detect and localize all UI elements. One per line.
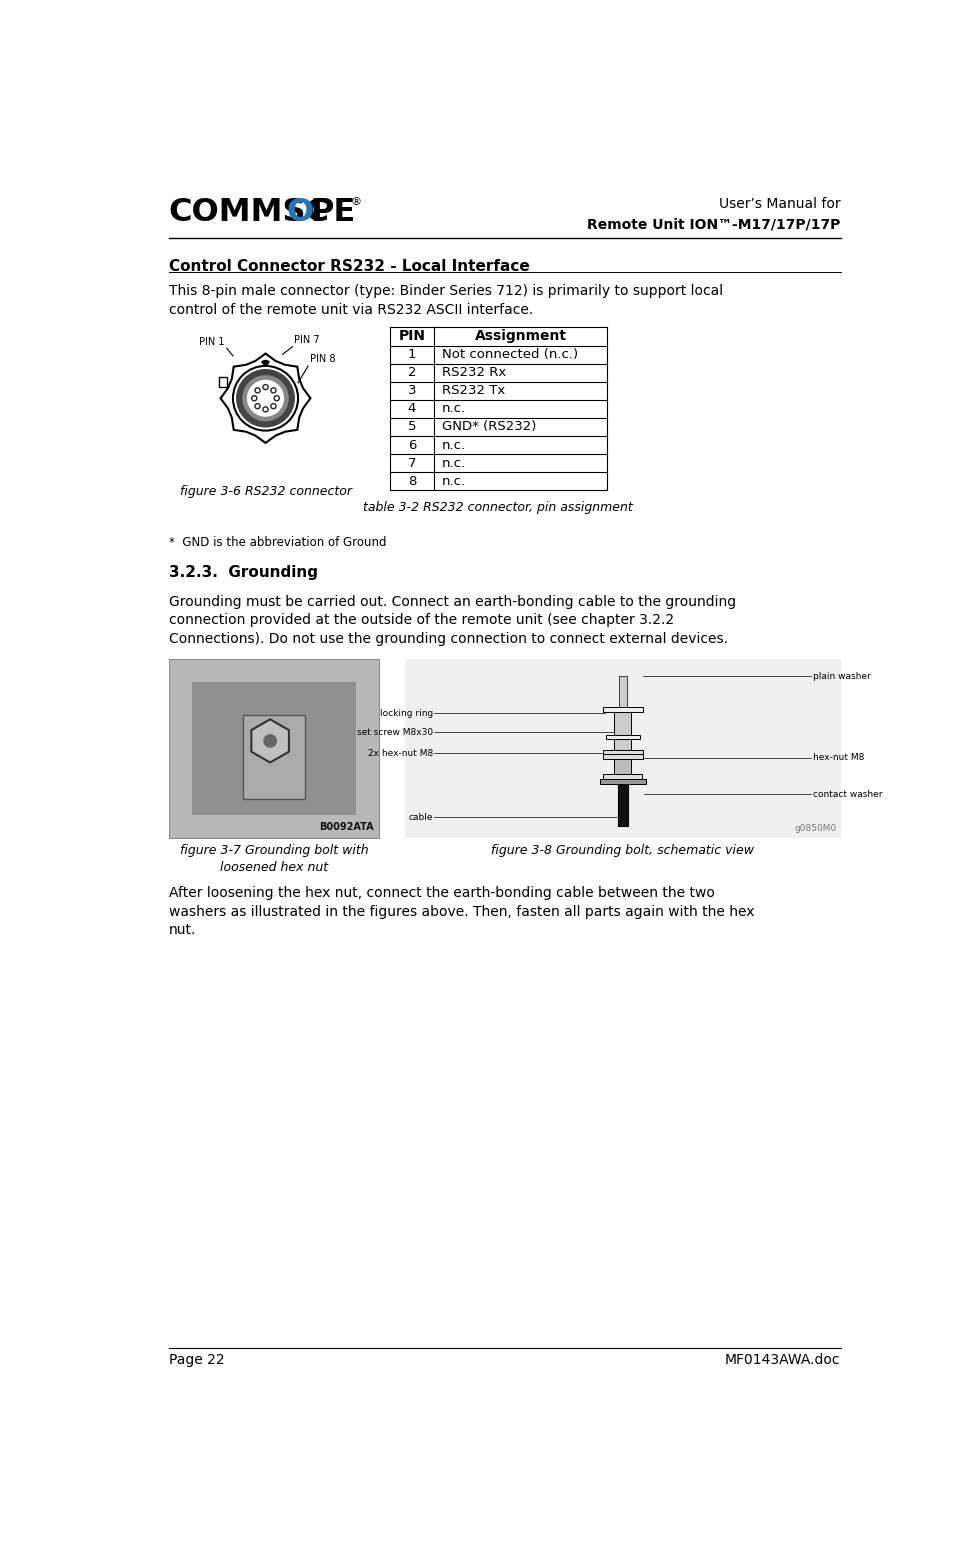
Text: Page 22: Page 22 [169,1352,225,1366]
Text: Control Connector RS232 - Local Interface: Control Connector RS232 - Local Interfac… [169,259,530,274]
Text: PIN 1: PIN 1 [199,337,225,346]
Text: MF0143AWA.doc: MF0143AWA.doc [725,1352,840,1366]
Circle shape [265,409,267,411]
Text: control of the remote unit via RS232 ASCII interface.: control of the remote unit via RS232 ASC… [169,302,532,317]
Text: O: O [286,197,314,229]
Text: washers as illustrated in the figures above. Then, fasten all parts again with t: washers as illustrated in the figures ab… [169,904,754,918]
Circle shape [263,407,268,412]
Text: figure 3-8 Grounding bolt, schematic view: figure 3-8 Grounding bolt, schematic vie… [491,845,754,857]
Text: RS232 Rx: RS232 Rx [443,367,506,379]
Text: figure 3-7 Grounding bolt with: figure 3-7 Grounding bolt with [180,845,368,857]
Bar [219,378,227,387]
Text: PIN 7: PIN 7 [294,335,319,345]
Text: n.c.: n.c. [443,456,466,470]
Circle shape [253,396,255,400]
Text: RS232 Tx: RS232 Tx [443,384,505,398]
Text: locking ring: locking ring [380,708,433,718]
Text: ®: ® [351,197,361,207]
Text: PE: PE [311,197,356,229]
Bar [600,779,646,784]
Polygon shape [251,719,289,763]
Text: hex-nut M8: hex-nut M8 [813,754,864,762]
Text: User’s Manual for: User’s Manual for [719,197,840,212]
Bar [615,740,631,749]
Text: cable: cable [408,813,433,821]
Bar [615,711,631,735]
Text: figure 3-6 RS232 connector: figure 3-6 RS232 connector [180,486,352,498]
Text: 5: 5 [407,420,416,434]
Text: loosened hex nut: loosened hex nut [220,860,328,874]
Bar [405,660,840,838]
Text: COMMSC: COMMSC [169,197,329,229]
Circle shape [271,404,276,409]
Bar [191,682,357,815]
Circle shape [256,389,259,392]
Circle shape [252,396,257,401]
Bar [604,774,642,779]
Bar [618,677,626,707]
Text: 7: 7 [407,456,416,470]
Text: Grounding must be carried out. Connect an earth-bonding cable to the grounding: Grounding must be carried out. Connect a… [169,594,736,608]
Circle shape [247,379,284,417]
Circle shape [236,368,295,428]
Text: B0092ATA: B0092ATA [319,821,374,832]
Text: plain washer: plain washer [813,672,871,680]
Circle shape [263,384,268,390]
Text: 1: 1 [407,348,416,360]
Text: nut.: nut. [169,923,196,937]
Circle shape [255,387,260,393]
Text: n.c.: n.c. [443,403,466,415]
Circle shape [265,385,267,389]
Text: contact washer: contact washer [813,790,882,799]
Text: g0850M0: g0850M0 [794,824,836,834]
Text: 4: 4 [407,403,416,415]
Bar [606,735,640,740]
Text: 3.2.3.  Grounding: 3.2.3. Grounding [169,566,318,580]
Text: 8: 8 [407,475,416,487]
Text: Assignment: Assignment [475,329,567,343]
Circle shape [273,404,275,407]
Bar [615,758,631,774]
Polygon shape [221,354,311,443]
Bar [243,715,305,799]
Circle shape [242,375,289,422]
Text: *  GND is the abbreviation of Ground: * GND is the abbreviation of Ground [169,536,386,548]
Bar [603,707,643,711]
Text: 2: 2 [407,367,416,379]
Bar [617,784,628,826]
Text: 6: 6 [407,439,416,451]
Bar [603,749,643,754]
Text: Not connected (n.c.): Not connected (n.c.) [443,348,578,360]
Text: set screw M8x30: set screw M8x30 [357,729,433,736]
Text: Remote Unit ION™-M17/17P/17P: Remote Unit ION™-M17/17P/17P [587,218,840,232]
Text: GND* (RS232): GND* (RS232) [443,420,536,434]
Text: This 8-pin male connector (type: Binder Series 712) is primarily to support loca: This 8-pin male connector (type: Binder … [169,284,723,298]
Text: 2x hex-nut M8: 2x hex-nut M8 [367,749,433,758]
Bar [169,660,379,838]
Text: n.c.: n.c. [443,439,466,451]
Text: PIN 8: PIN 8 [310,354,335,365]
Text: Connections). Do not use the grounding connection to connect external devices.: Connections). Do not use the grounding c… [169,633,728,646]
Wedge shape [262,360,270,367]
Text: After loosening the hex nut, connect the earth-bonding cable between the two: After loosening the hex nut, connect the… [169,885,714,899]
Circle shape [264,735,276,747]
Text: 3: 3 [407,384,416,398]
Text: PIN: PIN [399,329,425,343]
Circle shape [255,404,260,409]
Circle shape [271,387,276,393]
Text: table 3-2 RS232 connector, pin assignment: table 3-2 RS232 connector, pin assignmen… [363,501,633,514]
Circle shape [276,396,277,400]
Text: connection provided at the outside of the remote unit (see chapter 3.2.2: connection provided at the outside of th… [169,613,674,627]
Bar [603,754,643,758]
Circle shape [256,404,259,407]
Circle shape [275,396,279,401]
Text: n.c.: n.c. [443,475,466,487]
Circle shape [273,389,275,392]
